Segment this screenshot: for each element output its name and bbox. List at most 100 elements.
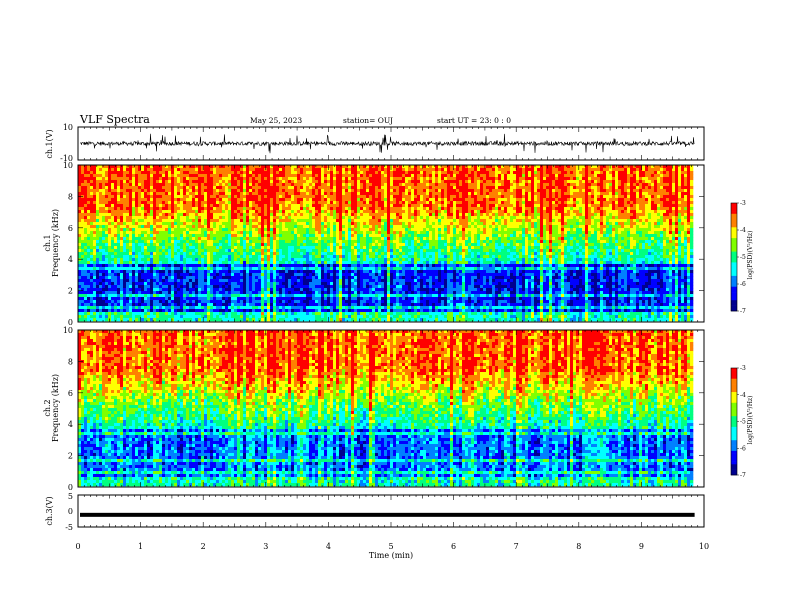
spectrogram-cell	[354, 186, 357, 189]
spectrogram-cell	[126, 198, 129, 201]
spectrogram-cell	[432, 177, 435, 180]
spectrogram-cell	[495, 168, 498, 171]
spectrogram-cell	[153, 216, 156, 219]
spectrogram-cell	[366, 168, 369, 171]
spectrogram-cell	[294, 210, 297, 213]
spectrogram-cell	[648, 225, 651, 228]
spectrogram-cell	[507, 210, 510, 213]
spectrogram-cell	[531, 171, 534, 174]
spectrogram-cell	[228, 183, 231, 186]
spectrogram-cell	[444, 201, 447, 204]
spectrogram-cell	[450, 216, 453, 219]
spectrogram-cell	[531, 201, 534, 204]
spectrogram-cell	[222, 198, 225, 201]
spectrogram-cell	[318, 174, 321, 177]
spectrogram-cell	[336, 177, 339, 180]
spectrogram-cell	[222, 207, 225, 210]
spectrogram-cell	[573, 198, 576, 201]
spectrogram-cell	[450, 207, 453, 210]
spectrogram-cell	[399, 216, 402, 219]
spectrogram-cell	[174, 174, 177, 177]
spectrogram-cell	[207, 186, 210, 189]
spectrogram-cell	[231, 210, 234, 213]
spectrogram-cell	[255, 222, 258, 225]
spectrogram-cell	[459, 192, 462, 195]
spectrogram-cell	[609, 213, 612, 216]
spectrogram-cell	[507, 192, 510, 195]
spectrogram-cell	[624, 183, 627, 186]
spectrogram-cell	[348, 204, 351, 207]
spectrogram-cell	[228, 234, 231, 237]
spectrogram-cell	[240, 228, 243, 231]
spectrogram-cell	[216, 210, 219, 213]
spectrogram-cell	[228, 210, 231, 213]
spectrogram-cell	[117, 180, 120, 183]
spectrogram-cell	[627, 231, 630, 234]
spectrogram-cell	[156, 204, 159, 207]
spectrogram-cell	[327, 180, 330, 183]
spectrogram-cell	[237, 168, 240, 171]
spectrogram-cell	[399, 231, 402, 234]
spectrogram-cell	[81, 219, 84, 222]
spectrogram-cell	[360, 225, 363, 228]
spectrogram-cell	[471, 192, 474, 195]
spectrogram-cell	[450, 225, 453, 228]
spectrogram-cell	[534, 177, 537, 180]
spectrogram-cell	[90, 198, 93, 201]
spectrogram-cell	[129, 174, 132, 177]
spectrogram-cell	[108, 225, 111, 228]
spectrogram-cell	[183, 222, 186, 225]
spectrogram-cell	[444, 189, 447, 192]
spectrogram-cell	[537, 204, 540, 207]
spectrogram-cell	[429, 198, 432, 201]
spectrogram-cell	[141, 204, 144, 207]
spectrogram-cell	[459, 216, 462, 219]
spectrogram-cell	[399, 204, 402, 207]
spectrogram-cell	[300, 204, 303, 207]
spectrogram-cell	[660, 171, 663, 174]
spectrogram-cell	[594, 207, 597, 210]
spectrogram-cell	[435, 228, 438, 231]
spectrogram-cell	[291, 180, 294, 183]
spectrogram-cell	[408, 168, 411, 171]
spectrogram-cell	[117, 177, 120, 180]
spectrogram-cell	[111, 213, 114, 216]
spectrogram-cell	[450, 174, 453, 177]
spectrogram-cell	[255, 189, 258, 192]
spectrogram-cell	[351, 180, 354, 183]
spectrogram-cell	[111, 204, 114, 207]
spectrogram-cell	[441, 183, 444, 186]
spectrogram-cell	[159, 231, 162, 234]
spectrogram-cell	[162, 201, 165, 204]
spectrogram-cell	[264, 222, 267, 225]
spectrogram-cell	[108, 201, 111, 204]
spectrogram-cell	[558, 222, 561, 225]
spectrogram-cell	[582, 210, 585, 213]
spectrogram-cell	[297, 171, 300, 174]
spectrogram-cell	[477, 180, 480, 183]
spectrogram-cell	[255, 213, 258, 216]
spectrogram-cell	[594, 168, 597, 171]
spectrogram-cell	[84, 225, 87, 228]
spectrogram-cell	[672, 180, 675, 183]
spectrogram-cell	[381, 171, 384, 174]
spectrogram-cell	[213, 234, 216, 237]
spectrogram-cell	[282, 171, 285, 174]
spectrogram-cell	[267, 225, 270, 228]
spectrogram-cell	[630, 171, 633, 174]
spectrogram-cell	[546, 171, 549, 174]
spectrogram-cell	[558, 195, 561, 198]
spectrogram-cell	[90, 189, 93, 192]
spectrogram-cell	[372, 210, 375, 213]
spectrogram-cell	[543, 210, 546, 213]
spectrogram-cell	[393, 201, 396, 204]
spectrogram-cell	[615, 228, 618, 231]
spectrogram-cell	[462, 231, 465, 234]
spectrogram-cell	[423, 228, 426, 231]
spectrogram-cell	[216, 183, 219, 186]
spectrogram-cell	[489, 174, 492, 177]
spectrogram-cell	[492, 216, 495, 219]
spectrogram-cell	[444, 186, 447, 189]
spectrogram-cell	[90, 219, 93, 222]
spectrogram-cell	[312, 198, 315, 201]
